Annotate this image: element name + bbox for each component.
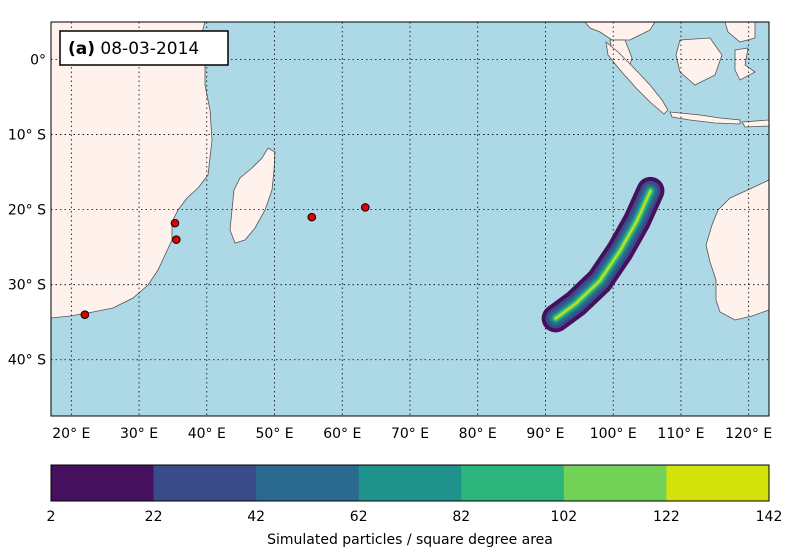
lon-tick-label: 90° E (526, 426, 564, 442)
longitude-tick-labels: 20° E 30° E 40° E 50° E 60° E 70° E 80° E 90° E… (52, 426, 772, 442)
location-marker (172, 235, 181, 244)
lon-tick-label: 110° E (657, 426, 704, 442)
location-marker (307, 212, 317, 222)
lat-tick-label: 20° S (8, 203, 46, 219)
location-marker (170, 218, 180, 228)
latitude-tick-labels: 0° 10° S 20° S 30° S 40° S (8, 53, 46, 369)
location-marker (80, 310, 90, 319)
lon-tick-label: 30° E (120, 426, 158, 442)
colorbar-tick-label: 22 (145, 509, 163, 525)
svg-text:(a) 08-03-2014: (a) 08-03-2014 (68, 39, 199, 59)
map-content (51, 22, 769, 321)
lon-tick-label: 50° E (255, 426, 293, 442)
colorbar-tick-label: 62 (350, 509, 368, 525)
colorbar-frame (50, 464, 770, 502)
sumatra-island (605, 41, 669, 115)
panel-label-date: 08-03-2014 (100, 39, 199, 59)
panel-label-box: (a) 08-03-2014 (59, 30, 229, 66)
lon-tick-label: 60° E (323, 426, 361, 442)
lat-tick-label: 30° S (8, 278, 46, 294)
density-level-band (554, 190, 652, 320)
colorbar-segment (256, 465, 360, 501)
colorbar-tick-label: 82 (452, 509, 470, 525)
philippines-islands (724, 22, 756, 43)
java-island (669, 111, 741, 125)
lon-tick-label: 100° E (590, 426, 637, 442)
colorbar-tick-label: 122 (653, 509, 680, 525)
colorbar-segment (358, 465, 462, 501)
location-markers (80, 203, 370, 319)
colorbar-segment (51, 465, 155, 501)
colorbar-tick-label: 2 (47, 509, 56, 525)
colorbar (51, 465, 770, 501)
colorbar-tick-label: 102 (550, 509, 577, 525)
africa-landmass (51, 22, 213, 319)
panel-label-letter: (a) (68, 39, 95, 59)
lat-tick-label: 40° S (8, 353, 46, 369)
colorbar-tick-label: 142 (756, 509, 783, 525)
sulawesi-island (734, 47, 756, 81)
borneo-island (675, 37, 723, 86)
colorbar-tick-labels: 2 22 42 62 82 102 122 142 (47, 509, 783, 525)
colorbar-segment (563, 465, 667, 501)
lon-tick-label: 70° E (391, 426, 429, 442)
particle-density-plume (541, 176, 665, 333)
madagascar-island (229, 147, 276, 244)
lat-tick-label: 0° (30, 53, 46, 69)
colorbar-label: Simulated particles / square degree area (267, 532, 553, 548)
lon-tick-label: 80° E (459, 426, 497, 442)
colorbar-segment (666, 465, 770, 501)
lon-tick-label: 120° E (725, 426, 772, 442)
lon-tick-label: 20° E (52, 426, 90, 442)
lon-tick-label: 40° E (188, 426, 226, 442)
lat-tick-label: 10° S (8, 128, 46, 144)
colorbar-segment (153, 465, 257, 501)
location-marker (360, 203, 370, 212)
colorbar-segment (461, 465, 565, 501)
map-frame (50, 21, 770, 417)
colorbar-tick-label: 42 (247, 509, 265, 525)
